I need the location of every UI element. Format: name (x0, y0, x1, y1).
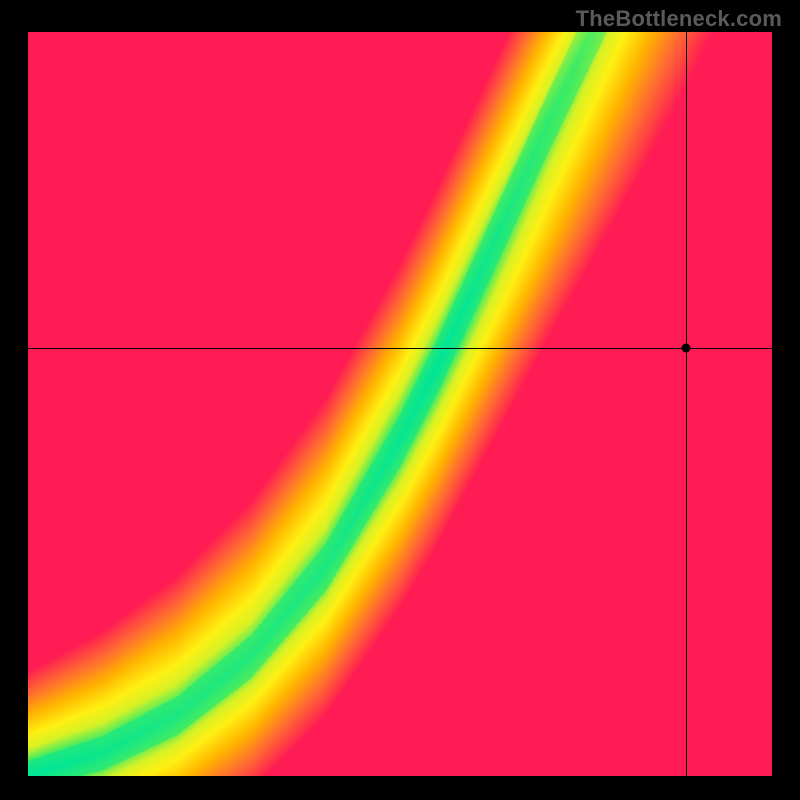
heatmap-canvas (28, 32, 772, 776)
chart-frame: TheBottleneck.com (0, 0, 800, 800)
crosshair-horizontal (28, 348, 772, 349)
crosshair-dot (682, 344, 691, 353)
crosshair-vertical (686, 32, 687, 776)
plot-area (28, 32, 772, 776)
watermark-text: TheBottleneck.com (576, 6, 782, 32)
